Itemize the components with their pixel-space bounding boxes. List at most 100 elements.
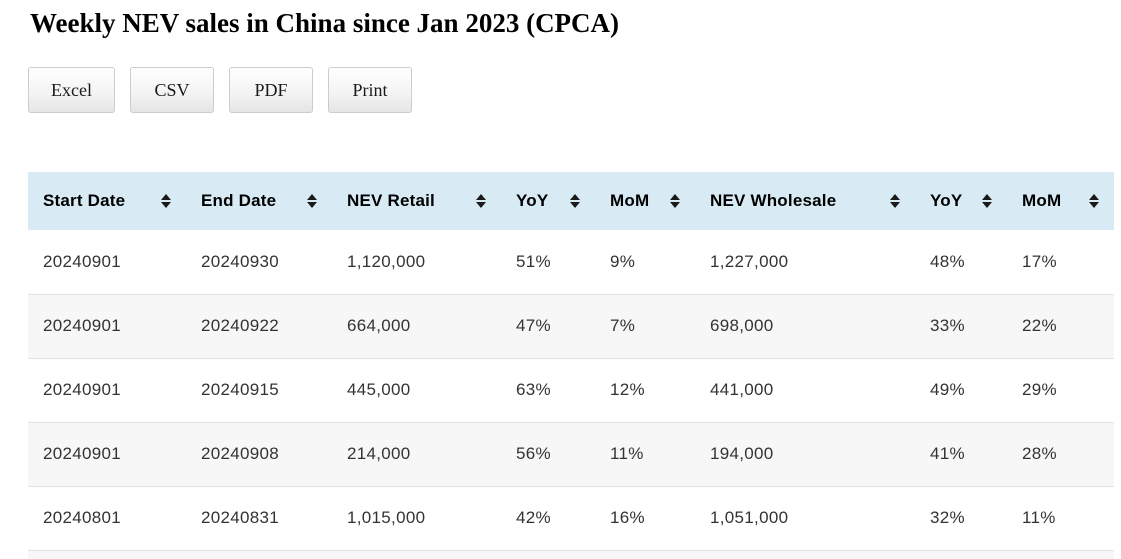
table-cell: 1,015,000	[332, 485, 501, 551]
column-header-mom-7[interactable]: MoM	[1007, 172, 1114, 231]
sort-desc-arrow	[161, 202, 171, 209]
sort-up-down-icon	[982, 194, 992, 209]
column-header-yoy-6[interactable]: YoY	[915, 172, 1007, 231]
sort-asc-arrow	[476, 194, 486, 201]
table-cell: 698,000	[695, 293, 915, 359]
column-header-inner: YoY	[930, 191, 992, 211]
column-header-label: YoY	[930, 191, 963, 211]
sort-up-down-icon	[670, 194, 680, 209]
table-cell: 441,000	[695, 357, 915, 423]
column-header-label: YoY	[516, 191, 549, 211]
table-cell: 20240801	[28, 485, 186, 551]
table-cell: 20240930	[186, 230, 332, 295]
table-row: 20240901 20240908 214,000 56% 11% 194,000 41% 2…	[28, 421, 1114, 487]
table-cell: 214,000	[332, 421, 501, 487]
table-cell: 17%	[1007, 230, 1114, 295]
table-cell: 20240915	[186, 357, 332, 423]
column-header-inner: Start Date	[43, 191, 171, 211]
sort-up-down-icon	[307, 194, 317, 209]
column-header-label: MoM	[1022, 191, 1062, 211]
table-cell: 20240922	[186, 293, 332, 359]
table-cell: 20240901	[28, 230, 186, 295]
table-cell: 42%	[501, 485, 595, 551]
table-cell: 20240908	[186, 421, 332, 487]
table-cell: 41%	[915, 421, 1007, 487]
pdf-button[interactable]: PDF	[228, 67, 313, 114]
sort-asc-arrow	[890, 194, 900, 201]
table-cell: 56%	[501, 421, 595, 487]
sort-desc-arrow	[890, 202, 900, 209]
table-row: 20240801 20240831 1,015,000 42% 16% 1,051,000…	[28, 485, 1114, 551]
column-header-inner: MoM	[1022, 191, 1099, 211]
page-title: Weekly NEV sales in China since Jan 2023…	[30, 8, 620, 38]
table-cell: 7%	[595, 293, 695, 359]
column-header-yoy-3[interactable]: YoY	[501, 172, 595, 231]
table-cell: 12%	[595, 357, 695, 423]
table-cell: 445,000	[332, 357, 501, 423]
table-cell: 20240901	[28, 293, 186, 359]
table-container: Start Date End Date NEV Retail YoY MoM NEV Wh…	[28, 172, 1121, 559]
table-cell: 664,000	[332, 293, 501, 359]
table-cell: 22%	[1007, 293, 1114, 359]
table-cell: 20240901	[28, 421, 186, 487]
table-cell: 51%	[501, 230, 595, 295]
table-cell: 32%	[915, 485, 1007, 551]
table-body: 20240901 20240930 1,120,000 51% 9% 1,227,000 4…	[28, 230, 1114, 551]
sort-asc-arrow	[670, 194, 680, 201]
sort-asc-arrow	[570, 194, 580, 201]
table-cell: 16%	[595, 485, 695, 551]
column-header-label: MoM	[610, 191, 650, 211]
column-header-inner: MoM	[610, 191, 680, 211]
table-cell: 63%	[501, 357, 595, 423]
column-header-start-date-0[interactable]: Start Date	[28, 172, 186, 231]
table-cell: 11%	[1007, 485, 1114, 551]
sort-desc-arrow	[982, 202, 992, 209]
sort-up-down-icon	[890, 194, 900, 209]
export-toolbar: Excel CSV PDF Print	[28, 67, 1121, 114]
column-header-label: NEV Retail	[347, 191, 435, 211]
table-cell: 33%	[915, 293, 1007, 359]
column-header-nev-wholesale-5[interactable]: NEV Wholesale	[695, 172, 915, 231]
table-row: 20240901 20240922 664,000 47% 7% 698,000 33% 22…	[28, 293, 1114, 359]
column-header-nev-retail-2[interactable]: NEV Retail	[332, 172, 501, 231]
table-cell: 20240901	[28, 357, 186, 423]
column-header-label: NEV Wholesale	[710, 191, 837, 211]
table-row: 20240901 20240930 1,120,000 51% 9% 1,227,000 4…	[28, 230, 1114, 295]
column-header-inner: NEV Retail	[347, 191, 486, 211]
table-cell: 1,120,000	[332, 230, 501, 295]
column-header-inner: YoY	[516, 191, 580, 211]
table-cell: 11%	[595, 421, 695, 487]
table-cell: 29%	[1007, 357, 1114, 423]
print-button[interactable]: Print	[327, 67, 412, 114]
sort-asc-arrow	[982, 194, 992, 201]
sort-up-down-icon	[476, 194, 486, 209]
excel-button[interactable]: Excel	[28, 67, 115, 114]
table-cell: 28%	[1007, 421, 1114, 487]
column-header-inner: End Date	[201, 191, 317, 211]
sort-up-down-icon	[161, 194, 171, 209]
column-header-mom-4[interactable]: MoM	[595, 172, 695, 231]
column-header-label: Start Date	[43, 191, 126, 211]
sort-up-down-icon	[1089, 194, 1099, 209]
sort-desc-arrow	[570, 202, 580, 209]
table-cell: 9%	[595, 230, 695, 295]
sort-asc-arrow	[1089, 194, 1099, 201]
sort-up-down-icon	[570, 194, 580, 209]
sort-desc-arrow	[307, 202, 317, 209]
table-cell: 48%	[915, 230, 1007, 295]
sort-desc-arrow	[1089, 202, 1099, 209]
table-cell: 20240831	[186, 485, 332, 551]
column-header-end-date-1[interactable]: End Date	[186, 172, 332, 231]
nev-sales-table: Start Date End Date NEV Retail YoY MoM NEV Wh…	[28, 172, 1114, 551]
column-header-inner: NEV Wholesale	[710, 191, 900, 211]
sort-desc-arrow	[670, 202, 680, 209]
sort-asc-arrow	[307, 194, 317, 201]
table-header-row: Start Date End Date NEV Retail YoY MoM NEV Wh…	[28, 172, 1114, 231]
table-cell: 49%	[915, 357, 1007, 423]
table-cell: 1,227,000	[695, 230, 915, 295]
table-cell: 47%	[501, 293, 595, 359]
next-row-partial	[28, 550, 1114, 559]
table-cell: 1,051,000	[695, 485, 915, 551]
csv-button[interactable]: CSV	[129, 67, 214, 114]
